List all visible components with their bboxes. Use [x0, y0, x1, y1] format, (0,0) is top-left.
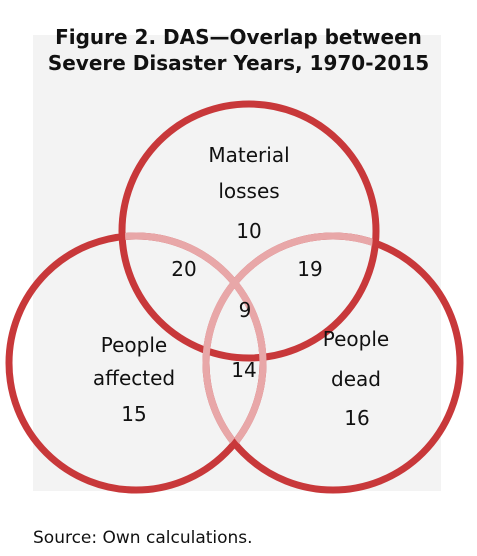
overlap-arc-affected-in-material	[125, 232, 267, 355]
people-affected-label-line-1: People	[101, 333, 167, 357]
people-affected-only-value: 15	[121, 402, 146, 426]
material-losses-label-line-2: losses	[218, 179, 279, 203]
figure-title: Figure 2. DAS—Overlap between Severe Dis…	[40, 24, 437, 76]
overlap-arc-dead-in-material	[202, 232, 373, 355]
material-losses-label-line-1: Material	[208, 143, 289, 167]
all-three-overlap-value: 9	[239, 298, 252, 322]
figure-title-line-1: Figure 2. DAS—Overlap between	[55, 25, 422, 49]
material-affected-overlap-value: 20	[171, 257, 196, 281]
material-dead-overlap-value: 19	[297, 257, 322, 281]
venn-overlap-arcs	[125, 232, 373, 487]
figure-title-line-2: Severe Disaster Years, 1970-2015	[47, 51, 430, 75]
people-dead-label-line-2: dead	[331, 367, 381, 391]
overlap-arc-affected-in-dead	[209, 239, 267, 487]
material-losses-only-value: 10	[236, 219, 261, 243]
affected-dead-overlap-value: 14	[231, 358, 256, 382]
people-dead-label-line-1: People	[323, 327, 389, 351]
people-affected-label-line-2: affected	[93, 366, 175, 390]
source-note: Source: Own calculations.	[33, 528, 253, 548]
circle-material-losses	[118, 100, 380, 362]
overlap-arc-dead-in-affected	[202, 239, 260, 487]
people-dead-only-value: 16	[344, 406, 369, 430]
